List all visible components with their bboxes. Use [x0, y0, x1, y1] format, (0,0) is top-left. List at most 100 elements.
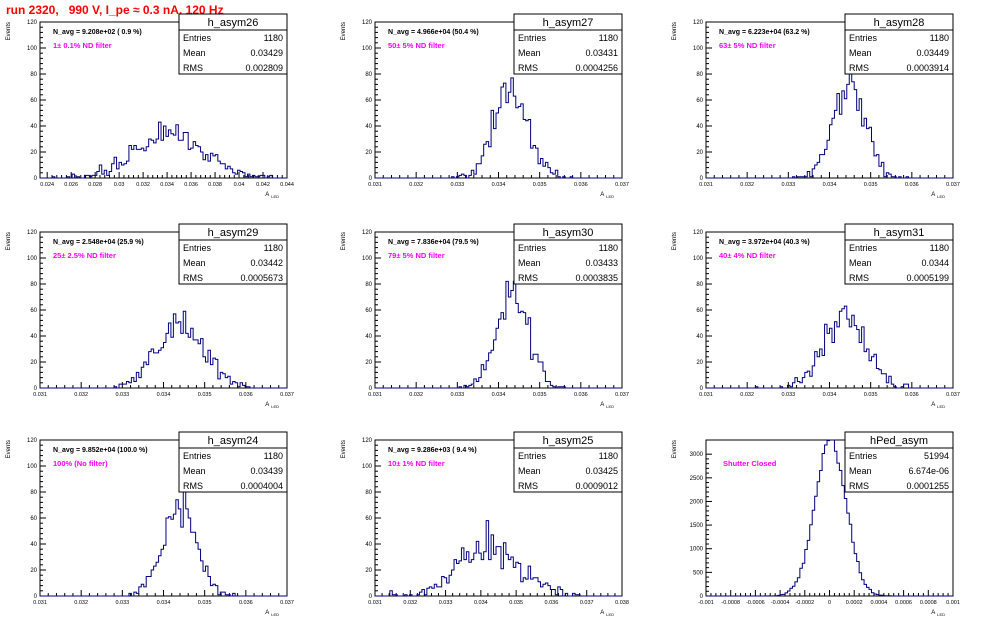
y-tick-label: 80 [365, 282, 372, 288]
y-tick-label: 0 [34, 176, 38, 182]
histogram-series [40, 310, 287, 389]
histogram-panel-h_asym28: 0 20 40 60 80 100 120 Events 0.031 0.032 0.033 0.03… [672, 13, 960, 199]
y-tick-label: 0 [700, 386, 704, 392]
x-tick-label: 0.028 [88, 182, 102, 188]
stats-value: 0.03442 [250, 258, 283, 268]
navg-label: N_avg = 3.972e+04 (40.3 %) [719, 239, 810, 246]
x-tick-label: 0.033 [439, 600, 453, 606]
histogram-series [40, 121, 287, 179]
histogram-panel-h_asym30: 0 20 40 60 80 100 120 Events 0.031 0.032 0.033 0.03… [341, 223, 629, 409]
x-tick-label: 0.0008 [920, 600, 937, 606]
stats-label: Mean [183, 258, 206, 268]
stats-value: 0.0003914 [906, 63, 949, 73]
y-axis-title: Events [6, 232, 12, 250]
stats-label: Entries [849, 451, 878, 461]
y-tick-label: 3000 [690, 452, 704, 458]
y-axis-title: Events [6, 22, 12, 40]
navg-label: N_avg = 2.548e+04 (25.9 %) [53, 239, 144, 246]
x-tick-label: 0.0002 [846, 600, 863, 606]
stats-box [178, 223, 288, 285]
y-tick-label: 60 [696, 98, 703, 104]
stats-value: 0.03431 [585, 48, 618, 58]
stats-value: 0.0003835 [575, 273, 618, 283]
x-tick-label: 0.031 [368, 392, 382, 398]
y-tick-label: 100 [362, 256, 373, 262]
navg-label: N_avg = 9.208e+02 ( 0.9 %) [53, 29, 142, 36]
x-tick-label: 0.033 [781, 182, 795, 188]
x-tick-label: 0.03 [114, 182, 125, 188]
x-tick-label: 0.033 [450, 392, 464, 398]
x-tick-label: 0.032 [740, 182, 754, 188]
x-tick-label: 0.035 [198, 392, 212, 398]
x-tick-label: 0.026 [64, 182, 78, 188]
stats-value: 0.0005199 [906, 273, 949, 283]
stats-label: Entries [849, 243, 878, 253]
stats-value: 0.0001255 [906, 481, 949, 491]
x-axis-title: A LED [931, 610, 945, 617]
x-tick-label: 0.04 [234, 182, 245, 188]
y-tick-label: 500 [693, 570, 704, 576]
x-tick-label: 0.037 [946, 182, 960, 188]
histogram-panel-h_asym27: 0 20 40 60 80 100 120 Events 0.031 0.032 0.033 0.03… [341, 13, 629, 199]
x-tick-label: 0.034 [492, 392, 506, 398]
stats-box-title: h_asym30 [543, 227, 594, 239]
stats-box-title: h_asym25 [543, 435, 594, 447]
histogram-series [375, 280, 622, 389]
y-tick-label: 20 [696, 150, 703, 156]
x-axis-title-main: A [931, 402, 935, 408]
y-tick-label: 100 [362, 46, 373, 52]
x-tick-label: 0.037 [615, 182, 629, 188]
stats-value: 0.0004004 [240, 481, 283, 491]
histogram-panel-h_asym29: 0 20 40 60 80 100 120 Events 0.031 0.032 0.033 0.03… [6, 223, 294, 409]
stats-label: Mean [849, 258, 872, 268]
x-axis-title-sub: LED [606, 194, 614, 199]
y-tick-label: 40 [365, 334, 372, 340]
stats-value: 1180 [599, 243, 618, 253]
x-axis-title-main: A [265, 402, 269, 408]
y-tick-label: 100 [27, 256, 38, 262]
stats-label: RMS [849, 273, 869, 283]
x-axis-title: A LED [600, 610, 614, 617]
stats-label: Entries [183, 33, 212, 43]
x-axis-title-main: A [600, 402, 604, 408]
y-tick-label: 0 [369, 176, 373, 182]
stats-label: RMS [183, 273, 203, 283]
histogram-series [375, 77, 622, 179]
x-tick-label: 0.031 [699, 392, 713, 398]
y-tick-label: 40 [696, 334, 703, 340]
y-tick-label: 20 [30, 150, 37, 156]
y-tick-label: 60 [365, 98, 372, 104]
stats-label: Entries [518, 451, 547, 461]
y-axis-title: Events [341, 232, 347, 250]
x-tick-label: 0.037 [946, 392, 960, 398]
stats-box [844, 431, 954, 493]
stats-value: 1180 [930, 243, 949, 253]
stats-box [844, 223, 954, 285]
stats-box [844, 13, 954, 75]
x-tick-label: 0.033 [781, 392, 795, 398]
filter-label: 63± 5% ND filter [719, 41, 776, 50]
y-tick-label: 0 [34, 594, 38, 600]
x-tick-label: -0.0008 [721, 600, 740, 606]
y-tick-label: 20 [30, 360, 37, 366]
x-axis-title: A LED [931, 192, 945, 199]
navg-label: N_avg = 6.223e+04 (63.2 %) [719, 29, 810, 36]
x-tick-label: 0.032 [409, 392, 423, 398]
stats-label: RMS [849, 63, 869, 73]
x-tick-label: 0.034 [474, 600, 488, 606]
x-axis-title: A LED [265, 610, 279, 617]
x-tick-label: 0.036 [905, 182, 919, 188]
stats-value: 0.0005673 [240, 273, 283, 283]
histogram-panel-h_asym26: 0 20 40 60 80 100 120 Events 0.024 0.026 0.028 0.03… [6, 13, 294, 199]
stats-box-title: h_asym31 [874, 227, 925, 239]
x-tick-label: 0.035 [864, 182, 878, 188]
x-tick-label: 0.033 [115, 600, 129, 606]
x-tick-label: 0.0004 [870, 600, 887, 606]
y-axis-title: Events [672, 22, 678, 40]
filter-label: 100% (No filter) [53, 459, 108, 468]
filter-label: Shutter Closed [723, 459, 777, 468]
x-tick-label: 0.032 [409, 182, 423, 188]
stats-value: 0.002809 [245, 63, 283, 73]
stats-label: RMS [518, 273, 538, 283]
